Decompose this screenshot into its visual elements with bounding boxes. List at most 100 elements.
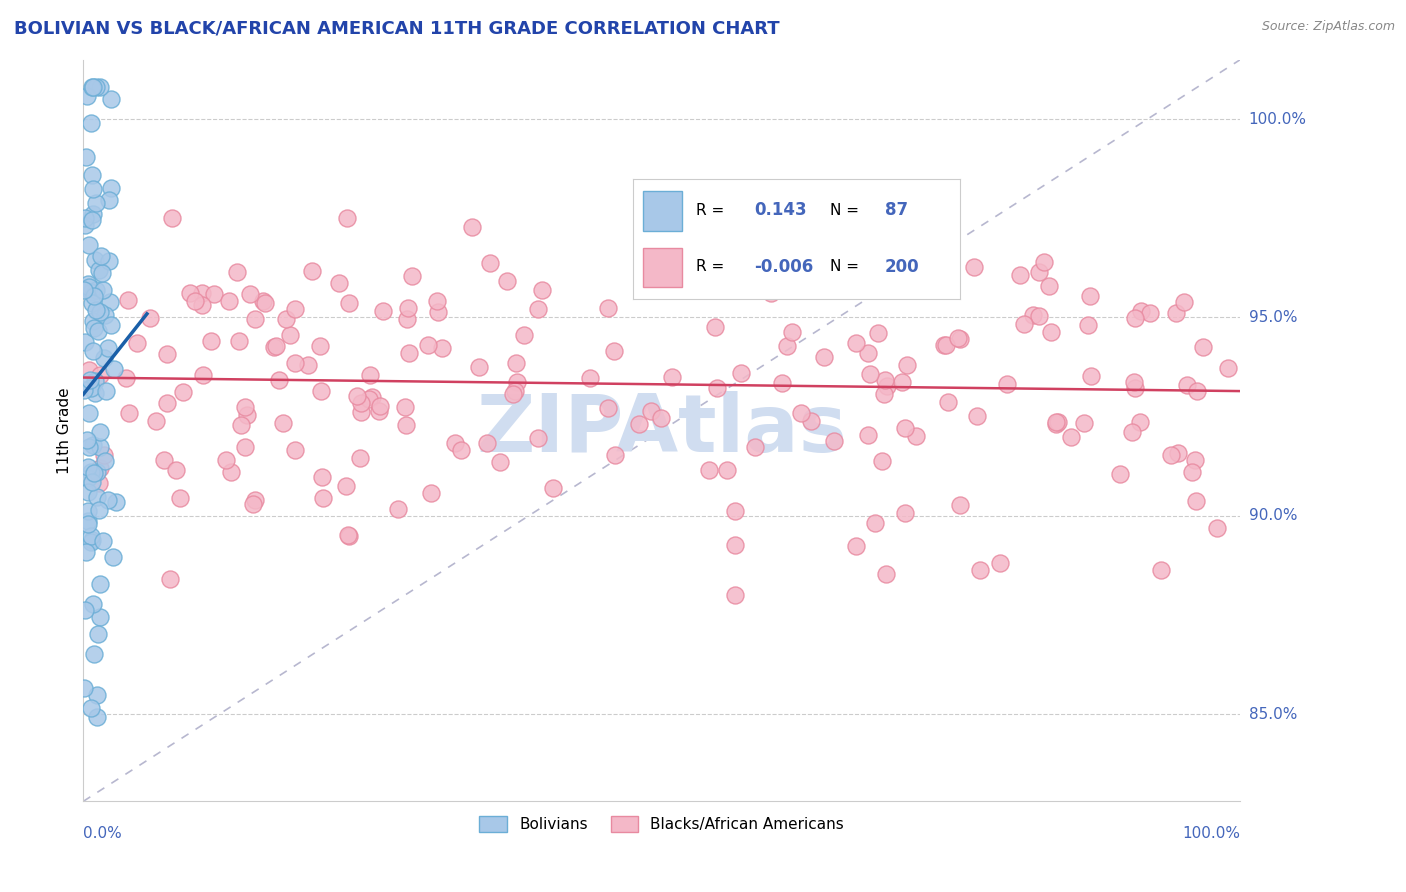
Point — [84, 283, 107, 297]
Point — [239, 286, 262, 301]
Point — [699, 463, 721, 477]
Point — [1181, 465, 1204, 479]
Point — [184, 293, 207, 308]
Point — [328, 276, 350, 290]
Point — [274, 312, 297, 326]
Point — [97, 193, 120, 207]
Point — [118, 406, 141, 420]
Point — [253, 296, 276, 310]
Point — [1033, 255, 1056, 269]
Point — [1139, 306, 1161, 320]
Point — [87, 626, 110, 640]
Point — [191, 297, 214, 311]
Point — [117, 293, 139, 307]
Point — [1123, 311, 1146, 326]
Point — [461, 219, 484, 234]
Point — [969, 563, 991, 577]
Point — [1039, 325, 1062, 339]
Point — [873, 373, 896, 387]
Point — [505, 384, 527, 398]
Text: ZIPAtlas: ZIPAtlas — [477, 392, 848, 469]
Point — [82, 533, 104, 547]
Point — [87, 324, 110, 338]
Point — [1185, 384, 1208, 399]
Point — [269, 373, 291, 387]
Point — [477, 436, 499, 450]
Point — [98, 294, 121, 309]
Point — [527, 302, 550, 317]
Point — [309, 339, 332, 353]
Point — [155, 396, 177, 410]
Point — [1129, 415, 1152, 429]
Text: 100.0%: 100.0% — [1182, 826, 1240, 841]
Point — [845, 539, 868, 553]
Point — [191, 368, 214, 382]
Point — [894, 421, 917, 435]
Point — [80, 700, 103, 714]
Point — [94, 384, 117, 399]
Point — [744, 440, 766, 454]
Point — [387, 502, 409, 516]
Point — [1184, 453, 1206, 467]
Point — [367, 403, 389, 417]
Point — [578, 371, 600, 385]
Point — [82, 313, 104, 327]
Point — [77, 237, 100, 252]
Point — [603, 344, 626, 359]
Point — [896, 358, 918, 372]
Point — [89, 305, 111, 319]
Point — [236, 408, 259, 422]
Text: 85.0%: 85.0% — [1249, 706, 1296, 722]
Point — [432, 341, 454, 355]
Point — [990, 556, 1012, 570]
Point — [1121, 425, 1143, 439]
Point — [1028, 265, 1050, 279]
Point — [856, 428, 879, 442]
Point — [640, 403, 662, 417]
Point — [1160, 448, 1182, 462]
Point — [1080, 369, 1102, 384]
Point — [830, 275, 852, 289]
Point — [84, 80, 107, 95]
Point — [228, 334, 250, 348]
Point — [75, 334, 97, 349]
Point — [935, 338, 957, 352]
Point — [86, 490, 108, 504]
Point — [336, 527, 359, 541]
Point — [740, 211, 762, 226]
Point — [844, 211, 866, 226]
Text: 100.0%: 100.0% — [1249, 112, 1306, 127]
Point — [84, 253, 107, 268]
Point — [87, 263, 110, 277]
Point — [263, 340, 285, 354]
Point — [790, 407, 813, 421]
Point — [349, 451, 371, 466]
Point — [80, 212, 103, 227]
Point — [416, 338, 439, 352]
Point — [813, 351, 835, 365]
Point — [361, 391, 384, 405]
Point — [89, 368, 111, 382]
Point — [76, 460, 98, 475]
Text: N =: N = — [830, 260, 859, 275]
Point — [82, 438, 104, 452]
Point — [776, 339, 799, 353]
Point — [82, 168, 104, 182]
Point — [100, 92, 122, 106]
Point — [527, 431, 550, 445]
Point — [87, 503, 110, 517]
Point — [202, 287, 225, 301]
Point — [86, 688, 108, 702]
Point — [350, 396, 373, 410]
Point — [90, 250, 112, 264]
Point — [82, 80, 104, 95]
Point — [995, 376, 1018, 391]
Point — [1046, 416, 1069, 430]
Point — [82, 181, 104, 195]
Point — [859, 367, 882, 381]
Point — [114, 371, 136, 385]
Point — [1173, 295, 1195, 310]
Point — [77, 470, 100, 484]
Point — [337, 296, 360, 310]
Point — [1060, 430, 1083, 444]
